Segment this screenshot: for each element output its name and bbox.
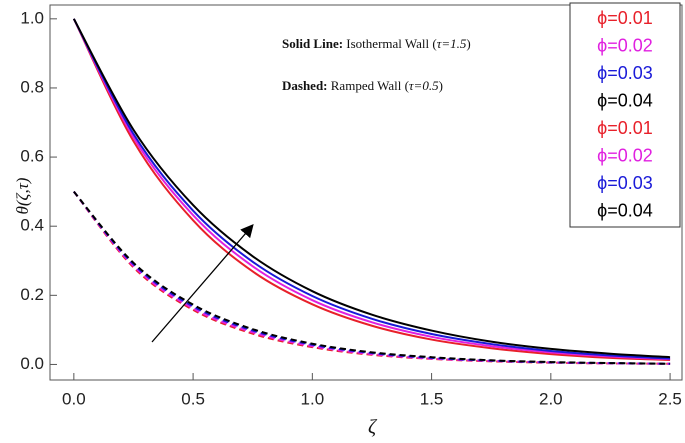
- annotation-part: ): [439, 78, 443, 93]
- solid-line: [72, 18, 671, 361]
- annotation-part: ): [466, 36, 470, 51]
- legend-entry: ϕ=0.01: [597, 8, 653, 28]
- y-tick-label: 0.2: [20, 285, 44, 304]
- solid-line: [72, 18, 671, 360]
- x-tick-label: 2.0: [539, 389, 563, 408]
- legend-entry: ϕ=0.04: [597, 90, 653, 110]
- solid-line: [72, 18, 671, 361]
- x-tick-label: 1.0: [301, 389, 325, 408]
- dashed-line: [73, 191, 671, 365]
- y-tick-label: 0.0: [20, 354, 44, 373]
- annotation-part: τ=0.5: [409, 78, 439, 93]
- y-axis-label: θ(ζ,τ): [13, 177, 32, 214]
- annotation-part: Isothermal Wall (: [343, 36, 437, 51]
- annotation-part: τ=1.5: [437, 36, 467, 51]
- annotation: Dashed: Ramped Wall (τ=0.5): [282, 78, 443, 93]
- x-tick-label: 2.5: [658, 389, 682, 408]
- x-tick-label: 0.5: [181, 389, 205, 408]
- annotation-part: Dashed:: [282, 78, 328, 93]
- annotation-part: Ramped Wall (: [328, 78, 409, 93]
- legend-entry: ϕ=0.02: [597, 35, 653, 55]
- legend-entry: ϕ=0.04: [597, 200, 653, 220]
- y-tick-label: 0.8: [20, 77, 44, 96]
- x-tick-label: 1.5: [420, 389, 444, 408]
- y-tick-label: 1.0: [20, 8, 44, 27]
- x-axis-label: ζ: [368, 416, 378, 438]
- y-tick-label: 0.4: [20, 216, 44, 235]
- trend-arrow: [151, 224, 254, 343]
- legend-entry: ϕ=0.02: [597, 145, 653, 165]
- solid-line: [72, 18, 671, 359]
- dashed-line: [73, 191, 671, 365]
- x-tick-label: 0.0: [62, 389, 86, 408]
- plot-frame: [49, 4, 683, 381]
- annotation: Solid Line: Isothermal Wall (τ=1.5): [282, 36, 471, 51]
- dashed-line: [73, 190, 671, 365]
- legend-entry: ϕ=0.01: [597, 118, 653, 138]
- legend-entry: ϕ=0.03: [597, 63, 653, 83]
- legend-box: [569, 2, 681, 228]
- y-tick-label: 0.6: [20, 147, 44, 166]
- legend-entry: ϕ=0.03: [597, 173, 653, 193]
- annotation-part: Solid Line:: [282, 36, 343, 51]
